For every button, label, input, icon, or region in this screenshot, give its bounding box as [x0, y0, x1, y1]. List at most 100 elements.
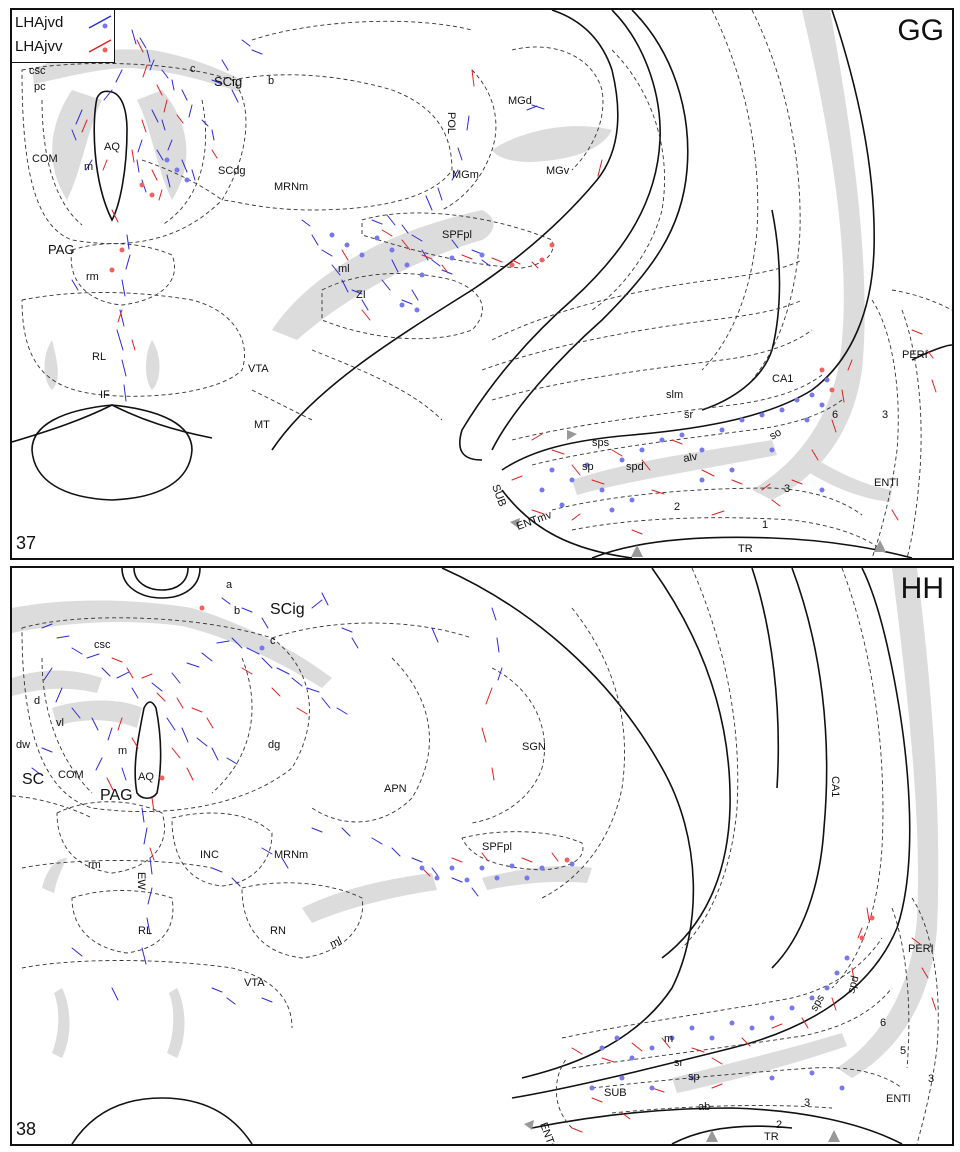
label-two: 2 — [776, 1119, 782, 1131]
label-c: c — [190, 63, 196, 75]
label-six: 6 — [832, 409, 838, 421]
label-scdg: SCdg — [218, 165, 246, 177]
label-com: COM — [32, 153, 58, 165]
label-m: m — [84, 161, 93, 173]
region-labels: a b SCig c csc d vl dw dg SGN SC COM m A… — [16, 579, 934, 1144]
label-mgm: MGm — [452, 169, 479, 181]
legend-item-lhajvd: LHAjvd — [15, 12, 112, 34]
label-aq: AQ — [138, 771, 154, 783]
label-pag: PAG — [100, 787, 133, 804]
label-two: 2 — [674, 501, 680, 513]
legend-label-lhajvd: LHAjvd — [15, 14, 64, 31]
legend-label-lhajvv: LHAjvv — [15, 38, 63, 55]
label-rl: RL — [92, 351, 106, 363]
label-sr: sr — [674, 1057, 684, 1069]
label-inc: INC — [200, 849, 219, 861]
label-spd: spd — [626, 461, 644, 473]
label-rm: rm — [86, 271, 99, 283]
label-tr: TR — [738, 543, 753, 555]
label-ml: ml — [338, 263, 350, 275]
label-three-b: 3 — [784, 483, 790, 495]
label-pag: PAG — [48, 242, 75, 257]
label-csc: csc — [94, 639, 111, 651]
label-sub: SUB — [489, 483, 508, 508]
label-spfpl: SPFpl — [442, 229, 472, 241]
label-mgv: MGv — [546, 165, 570, 177]
label-vl: vl — [56, 717, 64, 729]
label-com: COM — [58, 769, 84, 781]
label-dw: dw — [16, 739, 30, 751]
panel-letter: GG — [897, 14, 944, 47]
label-three-b: 3 — [928, 1073, 934, 1085]
panel-letter: HH — [900, 572, 944, 605]
section-outlines — [71, 568, 911, 1144]
panel-hh: a b SCig c csc d vl dw dg SGN SC COM m A… — [10, 566, 954, 1146]
lhajvv-swatch-icon — [88, 39, 112, 53]
atlas-section-37: csc pc c SCig b AQ COM m SCdg MRNm POL M… — [12, 10, 952, 558]
label-three-a: 3 — [804, 1097, 810, 1109]
label-rl: RL — [138, 925, 152, 937]
label-slm: slm — [666, 389, 683, 401]
label-csc: csc — [29, 65, 46, 77]
lhajvv-dots — [109, 182, 835, 393]
label-ab: ab — [698, 1101, 710, 1113]
lhajvd-fibers — [71, 29, 545, 402]
lhajvd-fibers — [31, 592, 503, 1005]
label-alv: alv — [682, 451, 698, 465]
label-mt: MT — [254, 419, 270, 431]
label-six: 6 — [880, 1017, 886, 1029]
label-spd: spd — [845, 975, 861, 995]
label-b: b — [268, 75, 274, 87]
label-d: d — [34, 695, 40, 707]
label-zi: ZI — [356, 289, 366, 301]
region-boundaries — [21, 10, 952, 558]
label-sp: sp — [582, 461, 594, 473]
region-boundaries — [12, 568, 939, 1144]
label-sr: sr — [684, 409, 694, 421]
label-sps: sps — [592, 437, 610, 449]
legend-item-lhajvv: LHAjvv — [15, 36, 112, 58]
label-one: 1 — [762, 519, 768, 531]
atlas-section-38: a b SCig c csc d vl dw dg SGN SC COM m A… — [12, 568, 939, 1144]
label-rn: RN — [270, 925, 286, 937]
lhajvv-fibers — [81, 39, 937, 535]
label-b: b — [234, 605, 240, 617]
panel-number: 38 — [16, 1119, 37, 1139]
label-enti: ENTl — [874, 477, 898, 489]
label-m2: m — [664, 1033, 673, 1045]
label-five: 5 — [900, 1045, 906, 1057]
panel-number: 37 — [16, 533, 37, 553]
label-so: so — [768, 426, 784, 442]
label-mrnm: MRNm — [274, 181, 308, 193]
label-dg: dg — [268, 739, 280, 751]
label-sub: SUB — [604, 1087, 627, 1099]
label-tr: TR — [764, 1131, 779, 1143]
label-scig: SCig — [270, 601, 305, 618]
label-a: a — [226, 579, 233, 591]
label-three-a: 3 — [882, 409, 888, 421]
label-ml: ml — [328, 935, 344, 951]
label-vta: VTA — [244, 977, 265, 989]
label-scig: SCig — [214, 74, 242, 89]
label-peri: PERI — [908, 943, 934, 955]
label-spfpl: SPFpl — [482, 841, 512, 853]
label-entmv: ENTmv — [515, 509, 554, 533]
lhajvd-dots — [259, 645, 850, 1091]
label-pc: pc — [34, 81, 46, 93]
label-mrnm: MRNm — [274, 849, 308, 861]
label-entmv: ENTmv — [537, 1121, 561, 1144]
lhajvd-swatch-icon — [88, 15, 112, 29]
label-aq: AQ — [104, 141, 120, 153]
lhajvd-dots — [164, 157, 830, 513]
label-ca1: CA1 — [829, 776, 841, 797]
lhajvv-dots — [159, 605, 875, 941]
fiber-tracts — [32, 10, 892, 502]
label-ca1: CA1 — [772, 373, 793, 385]
section-outlines — [12, 10, 952, 558]
label-mgd: MGd — [508, 95, 532, 107]
panel-gg: csc pc c SCig b AQ COM m SCdg MRNm POL M… — [10, 8, 954, 560]
label-sc: SC — [22, 771, 44, 788]
label-ew: EW — [135, 872, 147, 890]
region-labels: csc pc c SCig b AQ COM m SCdg MRNm POL M… — [29, 63, 928, 555]
legend: LHAjvd LHAjvv — [12, 10, 115, 63]
